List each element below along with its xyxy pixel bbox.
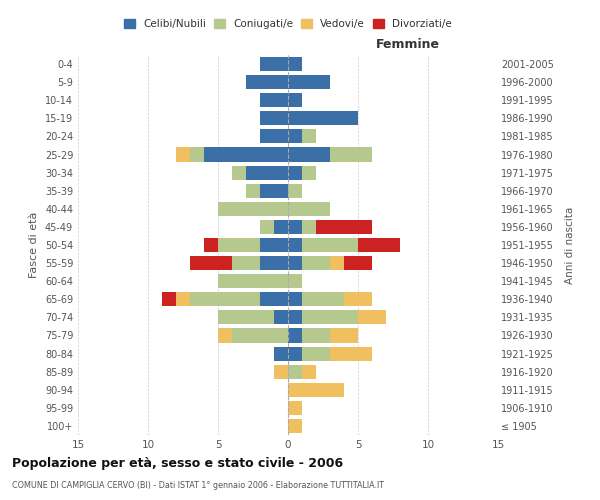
Bar: [218, 274, 288, 288]
Bar: [302, 166, 316, 179]
Bar: [260, 184, 288, 198]
Bar: [288, 382, 344, 397]
Bar: [344, 256, 372, 270]
Bar: [190, 292, 260, 306]
Bar: [218, 238, 260, 252]
Bar: [246, 166, 288, 179]
Bar: [330, 148, 372, 162]
Bar: [288, 346, 302, 360]
Legend: Celibi/Nubili, Coniugati/e, Vedovi/e, Divorziati/e: Celibi/Nubili, Coniugati/e, Vedovi/e, Di…: [120, 14, 456, 33]
Bar: [344, 292, 372, 306]
Bar: [288, 148, 330, 162]
Bar: [288, 274, 302, 288]
Bar: [274, 364, 288, 378]
Y-axis label: Fasce di età: Fasce di età: [29, 212, 39, 278]
Bar: [176, 292, 190, 306]
Bar: [288, 419, 302, 433]
Bar: [358, 310, 386, 324]
Bar: [260, 57, 288, 71]
Bar: [190, 256, 232, 270]
Bar: [288, 220, 302, 234]
Bar: [274, 310, 288, 324]
Bar: [302, 220, 316, 234]
Text: Femmine: Femmine: [376, 38, 440, 51]
Bar: [302, 364, 316, 378]
Bar: [330, 256, 344, 270]
Bar: [260, 238, 288, 252]
Bar: [302, 130, 316, 143]
Bar: [302, 328, 330, 342]
Bar: [232, 166, 246, 179]
Bar: [232, 328, 288, 342]
Bar: [274, 220, 288, 234]
Y-axis label: Anni di nascita: Anni di nascita: [565, 206, 575, 284]
Bar: [288, 401, 302, 415]
Bar: [288, 328, 302, 342]
Bar: [288, 202, 330, 216]
Bar: [246, 184, 260, 198]
Bar: [288, 184, 302, 198]
Bar: [246, 75, 288, 89]
Bar: [288, 166, 302, 179]
Bar: [302, 238, 358, 252]
Bar: [288, 238, 302, 252]
Bar: [288, 57, 302, 71]
Bar: [274, 346, 288, 360]
Bar: [288, 93, 302, 108]
Text: Popolazione per età, sesso e stato civile - 2006: Popolazione per età, sesso e stato civil…: [12, 458, 343, 470]
Bar: [260, 256, 288, 270]
Bar: [260, 93, 288, 108]
Bar: [330, 328, 358, 342]
Bar: [260, 220, 274, 234]
Bar: [218, 310, 274, 324]
Bar: [302, 310, 358, 324]
Bar: [162, 292, 176, 306]
Bar: [316, 220, 372, 234]
Bar: [288, 310, 302, 324]
Bar: [288, 75, 330, 89]
Bar: [204, 148, 288, 162]
Bar: [330, 346, 372, 360]
Bar: [218, 202, 288, 216]
Bar: [260, 292, 288, 306]
Bar: [232, 256, 260, 270]
Bar: [288, 256, 302, 270]
Bar: [288, 292, 302, 306]
Bar: [218, 328, 232, 342]
Bar: [204, 238, 218, 252]
Text: COMUNE DI CAMPIGLIA CERVO (BI) - Dati ISTAT 1° gennaio 2006 - Elaborazione TUTTI: COMUNE DI CAMPIGLIA CERVO (BI) - Dati IS…: [12, 481, 384, 490]
Bar: [260, 130, 288, 143]
Bar: [288, 112, 358, 126]
Bar: [302, 256, 330, 270]
Bar: [302, 346, 330, 360]
Bar: [190, 148, 204, 162]
Bar: [176, 148, 190, 162]
Bar: [288, 364, 302, 378]
Bar: [358, 238, 400, 252]
Bar: [260, 112, 288, 126]
Bar: [288, 130, 302, 143]
Bar: [302, 292, 344, 306]
